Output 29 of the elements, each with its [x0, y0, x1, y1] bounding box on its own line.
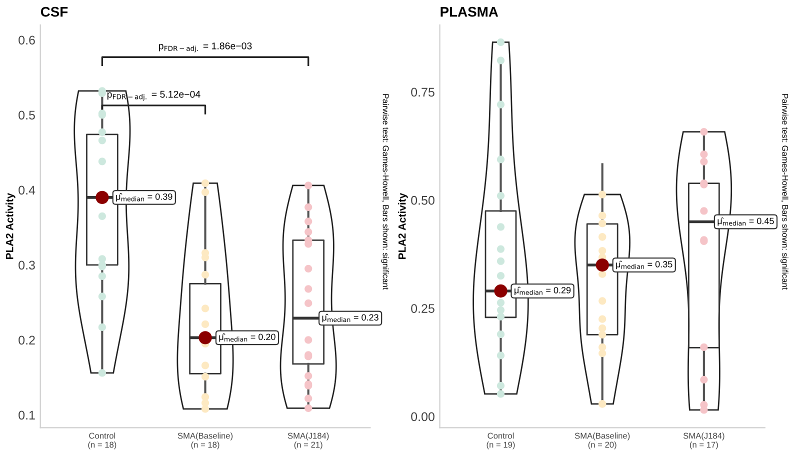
x-tick-label: SMA(J184) (n = 21) [288, 432, 329, 450]
annotation: μ̂$_{median}$ = 0.45 [718, 218, 774, 226]
annotation: μ̂$_{median}$ = 0.35 [616, 260, 672, 270]
annotation: p$_{FDR−adj.}$ = 1.86e−03 [158, 42, 252, 52]
x-tick-label: SMA(Baseline) (n = 18) [178, 432, 233, 450]
text: Pairwise test: Games-Howell, Bars shown: significant [381, 94, 389, 290]
annotation: μ̂$_{median}$ = 0.29 [514, 286, 571, 296]
annotation: μ̂$_{median}$ = 0.23 [322, 314, 378, 322]
y-tick-label: 0.75 [411, 88, 434, 97]
y-tick-label: 0.50 [411, 196, 434, 205]
annotation: μ̂$_{median}$ = 0.20 [219, 333, 276, 342]
chart-title: PLASMA [440, 6, 498, 17]
y-tick-label: 0.4 [18, 186, 36, 195]
y-tick-label: 0.6 [18, 36, 35, 45]
x-tick-label: SMA(Baseline) (n = 20) [574, 432, 630, 450]
x-tick-label: Control (n = 19) [486, 432, 515, 450]
chart-title: CSF [40, 6, 68, 17]
y-tick-label: 0.3 [18, 260, 35, 270]
y-tick-label: 0.2 [18, 336, 35, 345]
y-tick-label: 0.25 [411, 304, 434, 313]
y-axis-title: PLA2 Activity [6, 192, 16, 259]
text: Pairwise test: Games-Howell, Bars shown: significant [780, 94, 788, 290]
y-tick-label: 0.00 [411, 412, 434, 422]
annotation: μ̂$_{median}$ = 0.39 [116, 193, 172, 202]
y-tick-label: 0.5 [18, 110, 35, 120]
y-tick-label: 0.1 [18, 410, 35, 420]
x-tick-label: SMA(J184) (n = 17) [683, 432, 724, 450]
x-tick-label: Control (n = 18) [88, 432, 116, 450]
y-axis-title: PLA2 Activity [398, 192, 408, 259]
